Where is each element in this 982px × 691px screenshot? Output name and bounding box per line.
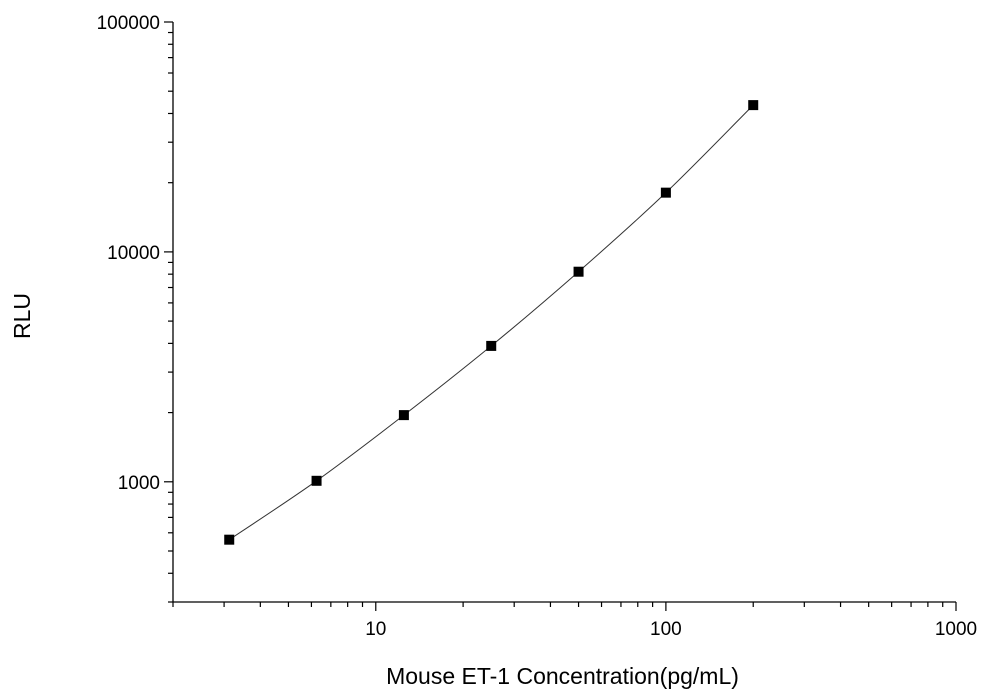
data-point — [398, 410, 409, 421]
y-axis-title: RLU — [9, 293, 35, 339]
fit-line — [228, 104, 754, 541]
x-tick-label: 10 — [365, 619, 386, 640]
y-tick-label: 100000 — [97, 13, 160, 34]
x-tick-label: 100 — [650, 619, 682, 640]
y-tick-label: 10000 — [107, 243, 160, 264]
x-axis-title: Mouse ET-1 Concentration(pg/mL) — [386, 663, 739, 689]
data-points — [224, 100, 759, 545]
data-point — [748, 100, 759, 111]
y-axis-tick-labels: 1000 10000 100000 — [97, 13, 160, 494]
x-axis-ticks — [172, 602, 957, 611]
y-tick-label: 1000 — [118, 473, 160, 494]
axes — [172, 22, 956, 603]
x-tick-label: 1000 — [935, 619, 977, 640]
data-point — [573, 266, 584, 277]
x-axis-tick-labels: 10 100 1000 — [365, 619, 977, 640]
data-point — [660, 187, 671, 198]
data-point — [311, 475, 322, 486]
y-axis-ticks — [164, 21, 173, 603]
data-point — [224, 534, 235, 545]
data-point — [486, 340, 497, 351]
